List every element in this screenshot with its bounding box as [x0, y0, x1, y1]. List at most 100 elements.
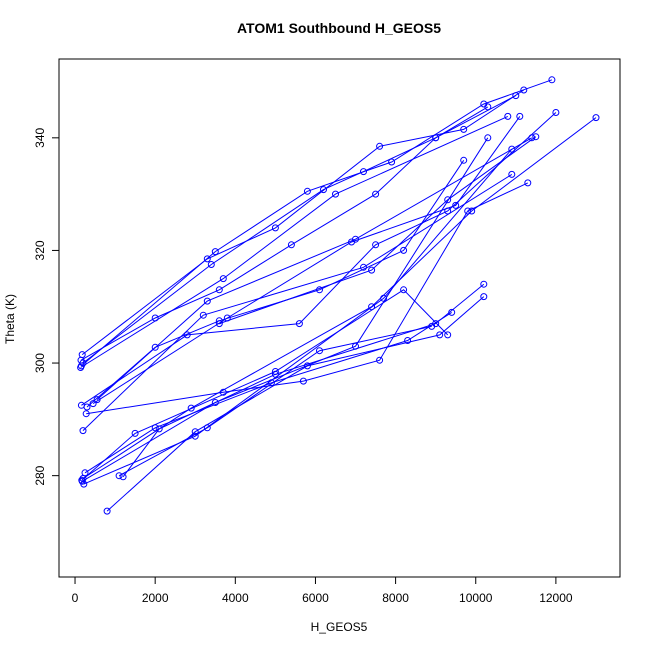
data-point	[524, 179, 532, 187]
series-line	[80, 115, 509, 368]
data-point	[93, 396, 101, 404]
plot-frame	[58, 58, 621, 578]
y-axis-label: Theta (K)	[3, 294, 17, 344]
data-point	[376, 142, 384, 150]
y-tick-label: 280	[33, 465, 47, 485]
data-point	[444, 196, 452, 204]
series-line	[81, 89, 525, 355]
data-point	[89, 400, 97, 408]
series-line	[219, 136, 537, 325]
series-line	[118, 325, 432, 477]
y-axis: 280 300 320 340	[33, 127, 60, 486]
data-point	[452, 201, 460, 209]
x-tick-label: 6000	[302, 591, 329, 605]
data-point	[508, 170, 516, 178]
data-point	[103, 507, 111, 515]
data-point	[215, 320, 223, 328]
data-point	[460, 156, 468, 164]
data-point	[199, 311, 207, 319]
data-point	[287, 241, 295, 249]
data-point	[504, 112, 512, 120]
series-line	[82, 95, 517, 364]
series-line	[83, 148, 513, 485]
data-point	[516, 112, 524, 120]
series-line	[81, 79, 553, 367]
x-tick-label: 0	[72, 591, 79, 605]
chart-title: ATOM1 Southbound H_GEOS5	[237, 20, 441, 36]
data-point	[460, 125, 468, 133]
data-point	[303, 187, 311, 195]
data-point	[81, 469, 89, 477]
data-point	[400, 286, 408, 294]
data-point	[82, 410, 90, 418]
data-point	[295, 320, 303, 328]
series-line	[82, 173, 513, 431]
data-point	[211, 248, 219, 256]
data-point	[79, 427, 87, 435]
data-point	[400, 246, 408, 254]
data-point	[299, 377, 307, 385]
data-point	[320, 186, 327, 194]
data-point	[211, 399, 219, 406]
data-point	[271, 224, 279, 232]
data-point	[360, 168, 367, 176]
data-point	[464, 207, 472, 215]
data-point	[508, 145, 516, 153]
data-point	[532, 133, 540, 141]
x-axis-label: H_GEOS5	[311, 620, 368, 634]
data-point	[203, 297, 211, 305]
series-line	[96, 137, 533, 400]
data-point	[372, 190, 380, 198]
data-point	[207, 261, 215, 268]
series-line	[122, 283, 485, 478]
data-point	[484, 134, 492, 142]
data-point	[155, 425, 163, 433]
data-point	[303, 362, 311, 370]
data-point	[376, 356, 384, 364]
data-point	[548, 76, 556, 84]
data-point	[77, 364, 85, 371]
series-line	[81, 112, 557, 406]
data-point	[372, 241, 380, 249]
series-line	[86, 160, 465, 408]
data-point	[428, 322, 436, 330]
data-point	[592, 114, 600, 122]
series-line	[82, 117, 597, 479]
data-point	[520, 86, 528, 94]
plot-area	[77, 76, 600, 515]
data-point	[480, 100, 488, 108]
x-tick-label: 4000	[222, 591, 249, 605]
x-axis: 0 2000 4000 6000 8000 10000 12000	[72, 576, 573, 605]
x-tick-label: 2000	[142, 591, 169, 605]
data-point	[115, 472, 123, 480]
y-tick-label: 300	[33, 353, 47, 373]
data-point	[131, 429, 139, 437]
data-point	[203, 424, 211, 432]
data-point	[512, 92, 520, 100]
data-point	[480, 293, 488, 301]
x-tick-label: 12000	[539, 591, 573, 605]
data-point	[444, 331, 452, 339]
data-point	[271, 370, 279, 378]
series-line	[86, 182, 529, 415]
data-point	[219, 275, 227, 283]
data-point	[360, 263, 367, 271]
data-point	[316, 347, 323, 355]
data-point	[187, 404, 195, 412]
data-point	[404, 337, 412, 344]
data-point	[352, 235, 359, 243]
series-line	[84, 311, 452, 474]
data-point	[151, 343, 159, 351]
x-tick-label: 8000	[382, 591, 409, 605]
data-point	[432, 134, 440, 142]
data-point	[203, 255, 211, 263]
x-tick-label: 10000	[459, 591, 493, 605]
y-tick-label: 340	[33, 127, 47, 147]
data-point	[332, 190, 339, 198]
y-tick-label: 320	[33, 240, 47, 260]
data-point	[552, 109, 560, 116]
data-point	[368, 266, 376, 274]
series-line	[106, 296, 485, 512]
data-point	[151, 424, 159, 432]
